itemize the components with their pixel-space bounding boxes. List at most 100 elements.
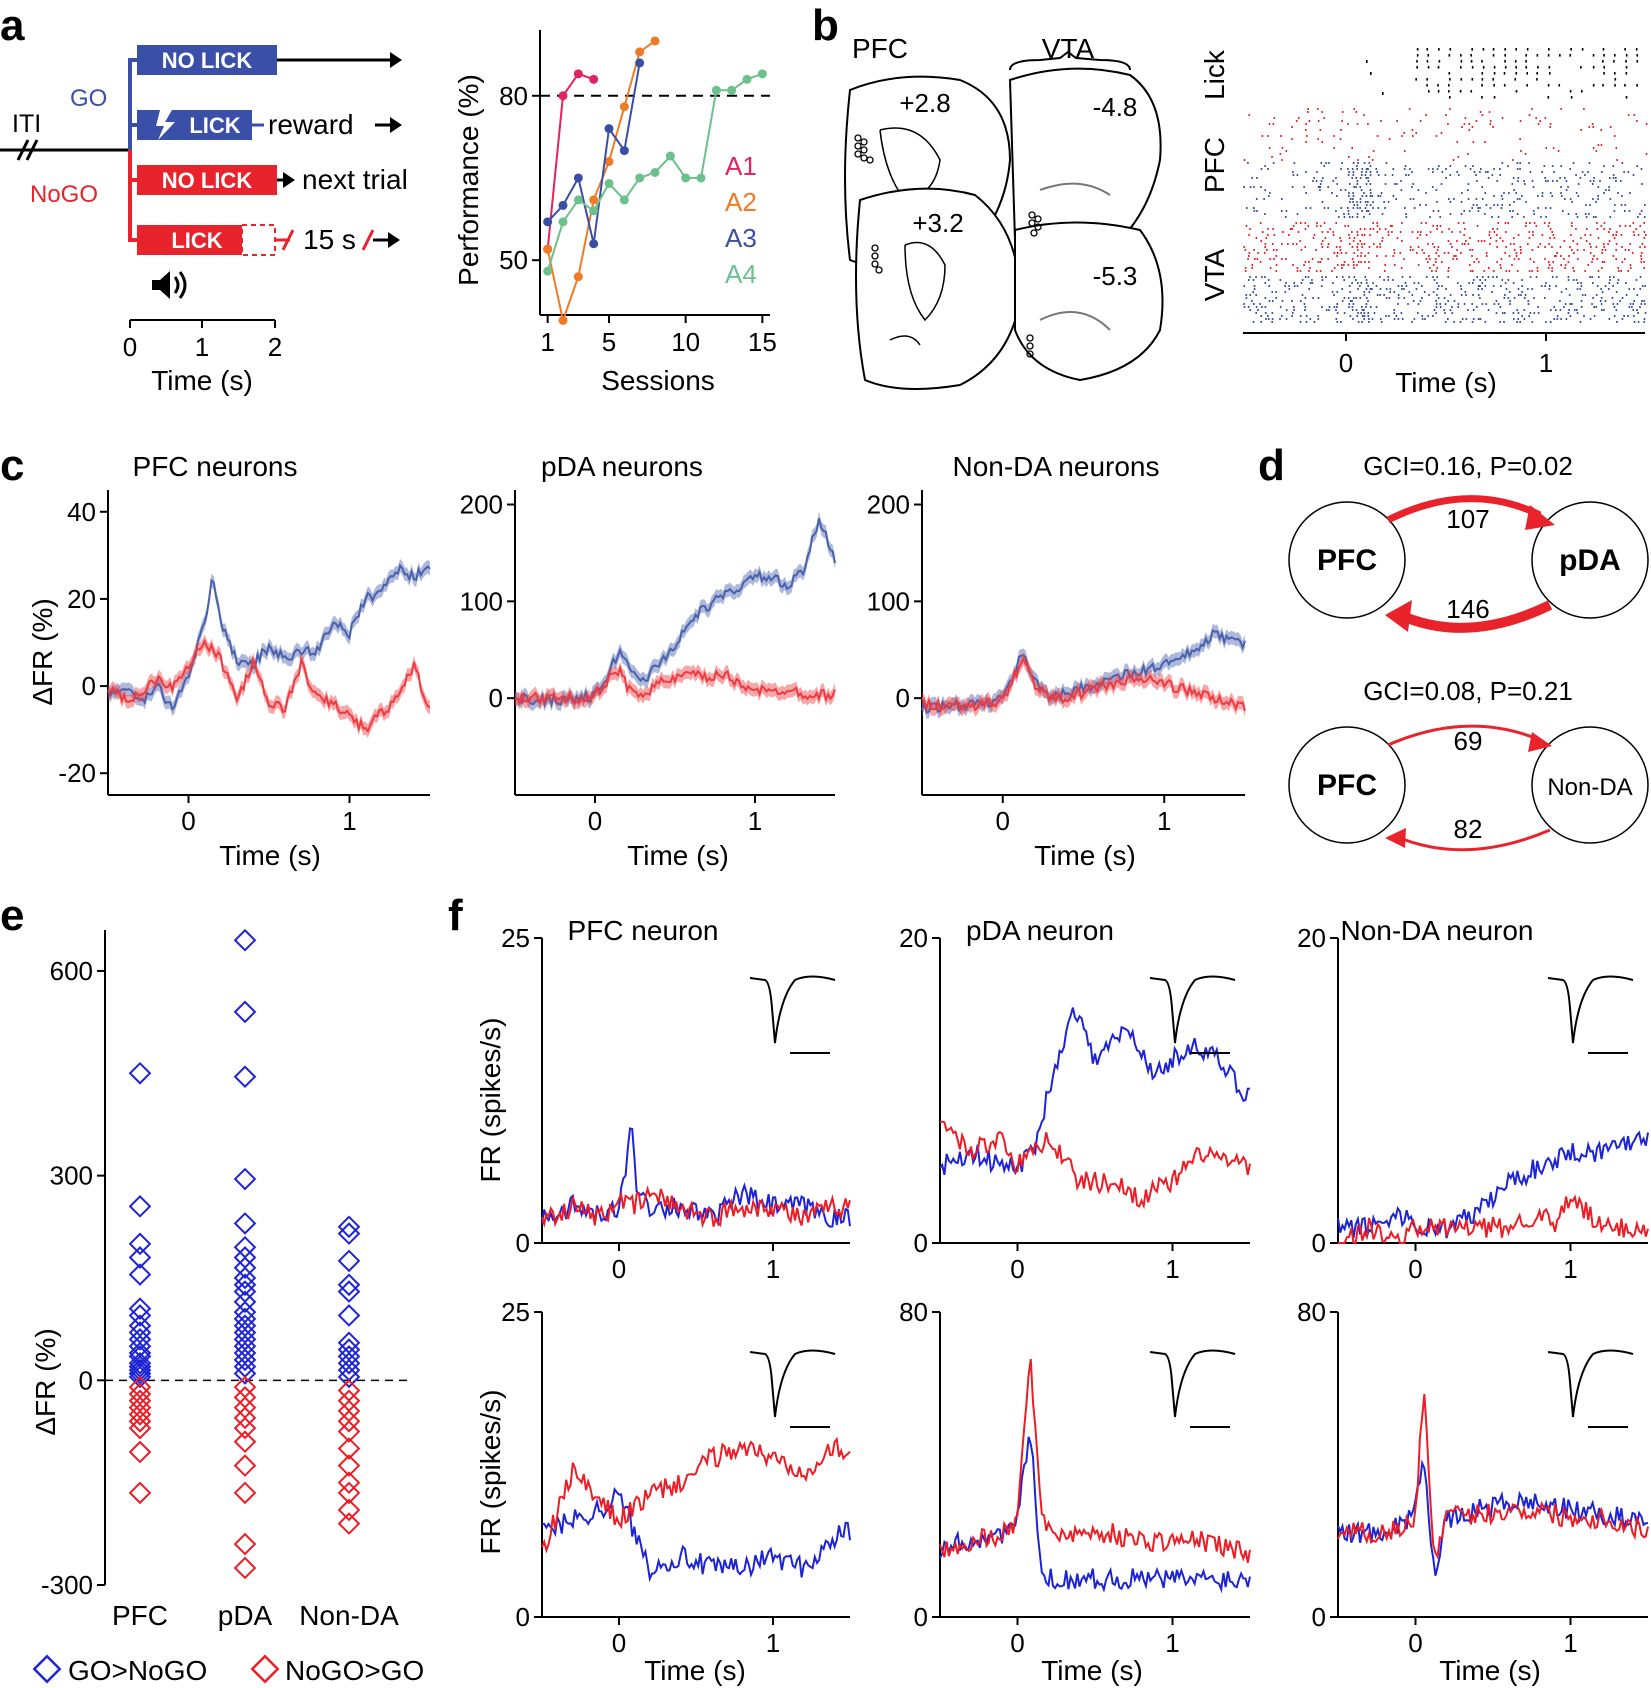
spike-tick (1484, 141, 1486, 143)
spike-tick (1643, 321, 1646, 323)
backward-count-bottom: 82 (1454, 814, 1483, 844)
spike-tick (1348, 237, 1351, 239)
lick-tick (1547, 96, 1550, 99)
spike-tick (1620, 180, 1622, 182)
spike-tick (1272, 162, 1275, 164)
spike-tick (1261, 306, 1263, 308)
spike-tick (1429, 216, 1431, 218)
spike-tick (1291, 126, 1293, 128)
spike-tick (1264, 243, 1267, 245)
spike-tick (1360, 189, 1363, 191)
spike-tick (1296, 213, 1299, 215)
spike-tick (1307, 225, 1310, 227)
f-title-pda: pDA neuron (966, 915, 1114, 946)
perf-xtick-label: 1 (540, 327, 554, 357)
spike-tick (1353, 252, 1355, 254)
spike-tick (1244, 267, 1247, 269)
spike-tick (1312, 180, 1314, 182)
spike-tick (1615, 234, 1617, 236)
spike-tick (1364, 276, 1367, 278)
spike-tick (1519, 120, 1522, 122)
spike-tick (1595, 294, 1598, 296)
spike-tick (1509, 243, 1512, 245)
spike-tick (1275, 291, 1277, 293)
spike-tick (1377, 195, 1379, 197)
go-lick-box (137, 110, 252, 140)
spike-tick (1569, 315, 1572, 317)
perf-point-a4 (619, 195, 629, 205)
spike-tick (1569, 246, 1571, 248)
ytick-label: 0 (1312, 1602, 1326, 1632)
spike-tick (1479, 297, 1481, 299)
perf-point-a4 (681, 173, 691, 183)
spike-tick (1504, 294, 1506, 296)
spike-tick (1411, 231, 1414, 233)
perf-xtick-label: 10 (671, 327, 700, 357)
spike-tick (1379, 288, 1382, 290)
spike-tick (1520, 150, 1522, 152)
spike-tick (1359, 198, 1362, 200)
spike-tick (1323, 222, 1326, 224)
lick-tick (1492, 54, 1495, 57)
spike-tick (1423, 252, 1425, 254)
lick-tick (1438, 60, 1441, 63)
task-tick-0: 0 (123, 332, 137, 362)
spike-tick (1435, 261, 1437, 263)
spike-tick (1472, 318, 1475, 320)
spike-tick (1247, 258, 1249, 260)
spike-tick (1575, 213, 1578, 215)
spike-tick (1425, 192, 1427, 194)
spike-tick (1517, 312, 1520, 314)
spike-tick (1292, 225, 1295, 227)
spike-tick (1292, 174, 1295, 176)
legend-a1: A1 (725, 151, 757, 181)
spike-tick (1625, 294, 1628, 296)
spike-tick (1376, 222, 1379, 224)
spike-tick (1249, 228, 1251, 230)
spike-tick (1255, 294, 1257, 296)
spike-tick (1320, 162, 1323, 164)
spike-tick (1463, 123, 1466, 125)
go-diamond (233, 1348, 257, 1372)
spike-tick (1481, 186, 1484, 188)
spike-tick (1608, 318, 1611, 320)
node-pfc-bottom-label: PFC (1317, 769, 1377, 802)
spike-tick (1281, 300, 1284, 302)
spike-tick (1348, 276, 1350, 278)
spike-tick (1503, 321, 1505, 323)
spike-tick (1369, 189, 1372, 191)
e-ytick-label: 300 (50, 1161, 93, 1191)
spike-tick (1343, 312, 1346, 314)
spike-tick (1411, 294, 1414, 296)
spike-tick (1519, 162, 1521, 164)
lick-tick (1636, 54, 1639, 57)
spike-tick (1516, 270, 1519, 272)
lick-tick (1427, 54, 1430, 57)
spike-tick (1267, 234, 1269, 236)
spike-tick (1516, 309, 1519, 311)
spike-tick (1641, 300, 1643, 302)
spike-tick (1551, 246, 1553, 248)
spike-tick (1551, 270, 1553, 272)
spike-tick (1299, 270, 1302, 272)
spike-tick (1253, 285, 1256, 287)
spike-tick (1592, 147, 1595, 149)
go-diamond (128, 1263, 152, 1286)
spike-tick (1275, 264, 1278, 266)
spike-tick (1293, 282, 1296, 284)
arrow-pfc-to-nonda (1387, 724, 1541, 747)
spike-tick (1472, 309, 1475, 311)
spike-tick (1464, 291, 1467, 293)
spike-tick (1463, 222, 1465, 224)
spike-tick (1472, 279, 1475, 281)
spike-tick (1353, 186, 1356, 188)
spike-tick (1267, 228, 1269, 230)
go-diamond (337, 1345, 361, 1368)
spike-tick (1356, 201, 1358, 203)
spike-tick (1643, 216, 1646, 218)
spike-tick (1292, 264, 1294, 266)
spike-tick (1381, 237, 1384, 239)
spike-tick (1393, 252, 1396, 254)
spike-tick (1628, 249, 1630, 251)
